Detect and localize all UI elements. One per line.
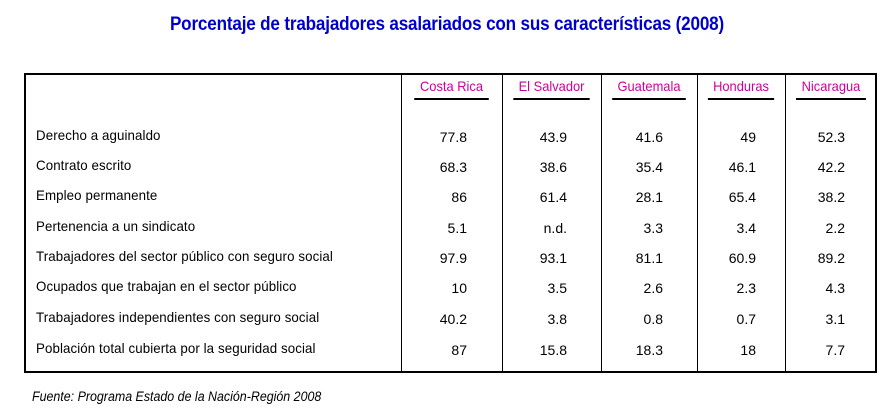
table-cell: 38.2: [817, 189, 845, 205]
column-divider: [697, 75, 698, 371]
column-header: Costa Rica: [406, 74, 497, 106]
table-cell: 93.1: [539, 250, 567, 266]
table-cell: 4.3: [825, 280, 845, 296]
row-label: Trabajadores independientes con seguro s…: [36, 309, 320, 325]
table-cell: 38.6: [539, 159, 567, 175]
table-cell: 60.9: [728, 250, 756, 266]
row-label: Ocupados que trabajan en el sector públi…: [36, 278, 297, 294]
table-cell: 68.3: [439, 159, 467, 175]
table-cell: 42.2: [817, 159, 845, 175]
table-cell: 46.1: [728, 159, 756, 175]
table-cell: 43.9: [539, 129, 567, 145]
row-label: Empleo permanente: [36, 187, 158, 203]
row-label: Derecho a aguinaldo: [36, 127, 161, 143]
table-cell: 86: [451, 189, 467, 205]
table-cell: 97.9: [439, 250, 467, 266]
row-label: Pertenencia a un sindicato: [36, 218, 196, 234]
table-cell: 18: [740, 342, 756, 358]
table-frame: [24, 73, 877, 373]
table-cell: 87: [451, 342, 467, 358]
column-divider: [401, 75, 402, 371]
table-cell: 52.3: [817, 129, 845, 145]
table-cell: 0.7: [736, 311, 756, 327]
table-cell: 35.4: [635, 159, 663, 175]
table-cell: 41.6: [635, 129, 663, 145]
column-header: Honduras: [701, 74, 780, 106]
table-cell: n.d.: [543, 220, 567, 236]
table-cell: 7.7: [825, 342, 845, 358]
table-cell: 81.1: [635, 250, 663, 266]
source-note: Fuente: Programa Estado de la Nación-Reg…: [32, 389, 322, 404]
row-label: Trabajadores del sector público con segu…: [36, 248, 333, 264]
table-cell: 28.1: [635, 189, 663, 205]
table-cell: 2.3: [736, 280, 756, 296]
table-title: Porcentaje de trabajadores asalariados c…: [169, 14, 725, 35]
column-header: Nicaragua: [790, 74, 873, 106]
table-cell: 40.2: [439, 311, 467, 327]
table-cell: 10: [451, 280, 467, 296]
column-header: El Salvador: [507, 74, 596, 106]
column-header: Guatemala: [606, 74, 692, 106]
table-cell: 77.8: [439, 129, 467, 145]
table-cell: 3.1: [825, 311, 845, 327]
table-cell: 3.4: [736, 220, 756, 236]
column-divider: [785, 75, 786, 371]
table-cell: 5.1: [447, 220, 467, 236]
row-label: Contrato escrito: [36, 157, 132, 173]
row-label: Población total cubierta por la segurida…: [36, 340, 316, 356]
column-divider: [502, 75, 503, 371]
table-cell: 2.2: [825, 220, 845, 236]
column-divider: [601, 75, 602, 371]
table-cell: 3.3: [643, 220, 663, 236]
table-cell: 49: [740, 129, 756, 145]
table-cell: 18.3: [635, 342, 663, 358]
table-cell: 3.5: [547, 280, 567, 296]
table-cell: 61.4: [539, 189, 567, 205]
table-cell: 3.8: [547, 311, 567, 327]
table-cell: 89.2: [817, 250, 845, 266]
table-cell: 0.8: [643, 311, 663, 327]
table-cell: 65.4: [728, 189, 756, 205]
table-cell: 2.6: [643, 280, 663, 296]
table-cell: 15.8: [539, 342, 567, 358]
